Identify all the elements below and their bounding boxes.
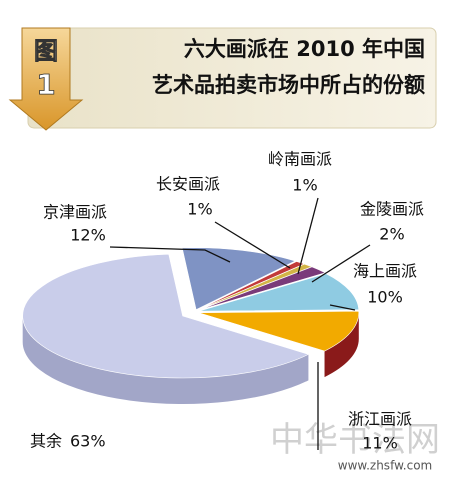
slice-label: 海上画派 bbox=[353, 262, 417, 281]
leader-line bbox=[297, 197, 319, 275]
leader-line bbox=[109, 246, 231, 263]
badge-label: 图 bbox=[34, 37, 58, 65]
slice bbox=[22, 253, 310, 379]
value-label: 10% bbox=[367, 288, 403, 307]
slice-label: 其余 bbox=[30, 432, 62, 451]
slice bbox=[181, 247, 296, 311]
slice bbox=[197, 266, 326, 311]
slice-label: 金陵画派 bbox=[360, 200, 424, 219]
chart-title: 六大画派在 2010 年中国 bbox=[184, 37, 425, 61]
pie bbox=[22, 247, 360, 404]
watermark-url: www.zhsfw.com bbox=[338, 459, 432, 473]
watermark: 中华书法网 bbox=[270, 420, 440, 460]
leader-line bbox=[311, 244, 371, 283]
slice bbox=[198, 310, 360, 352]
badge bbox=[8, 27, 84, 131]
value-label: 1% bbox=[187, 200, 212, 219]
slice-label: 长安画派 bbox=[156, 175, 220, 194]
slice-label: 岭南画派 bbox=[268, 150, 332, 169]
value-label: 63% bbox=[70, 432, 106, 451]
slice-side bbox=[22, 315, 309, 404]
value-label: 2% bbox=[379, 225, 404, 244]
value-label: 12% bbox=[70, 226, 106, 245]
slice-label: 浙江画派 bbox=[348, 410, 412, 429]
slice-side bbox=[324, 312, 359, 378]
leader-line bbox=[214, 221, 291, 269]
leader-line bbox=[329, 304, 356, 311]
chart-title: 艺术品拍卖市场中所占的份额 bbox=[152, 73, 425, 97]
value-label: 1% bbox=[292, 176, 317, 195]
slice-label: 京津画派 bbox=[43, 203, 107, 222]
slice bbox=[198, 273, 360, 312]
value-label: 11% bbox=[362, 434, 398, 453]
badge-number: 1 bbox=[36, 68, 55, 101]
